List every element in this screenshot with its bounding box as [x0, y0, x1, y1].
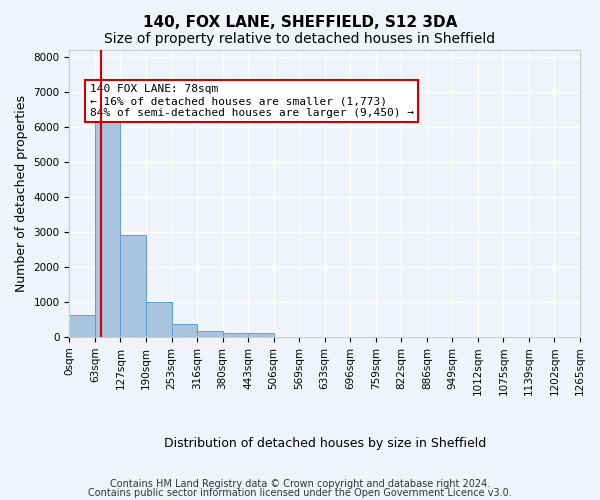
- Text: 140 FOX LANE: 78sqm
← 16% of detached houses are smaller (1,773)
84% of semi-det: 140 FOX LANE: 78sqm ← 16% of detached ho…: [90, 84, 414, 117]
- Bar: [172, 324, 197, 337]
- Y-axis label: Number of detached properties: Number of detached properties: [15, 95, 28, 292]
- Text: Contains public sector information licensed under the Open Government Licence v3: Contains public sector information licen…: [88, 488, 512, 498]
- Bar: [223, 332, 248, 337]
- Text: 140, FOX LANE, SHEFFIELD, S12 3DA: 140, FOX LANE, SHEFFIELD, S12 3DA: [143, 15, 457, 30]
- Bar: [146, 302, 172, 337]
- Text: Size of property relative to detached houses in Sheffield: Size of property relative to detached ho…: [104, 32, 496, 46]
- Bar: [70, 315, 95, 337]
- Bar: [248, 334, 274, 337]
- Bar: [121, 234, 146, 337]
- Bar: [197, 332, 223, 337]
- Bar: [95, 112, 121, 337]
- Text: Contains HM Land Registry data © Crown copyright and database right 2024.: Contains HM Land Registry data © Crown c…: [110, 479, 490, 489]
- X-axis label: Distribution of detached houses by size in Sheffield: Distribution of detached houses by size …: [164, 437, 486, 450]
